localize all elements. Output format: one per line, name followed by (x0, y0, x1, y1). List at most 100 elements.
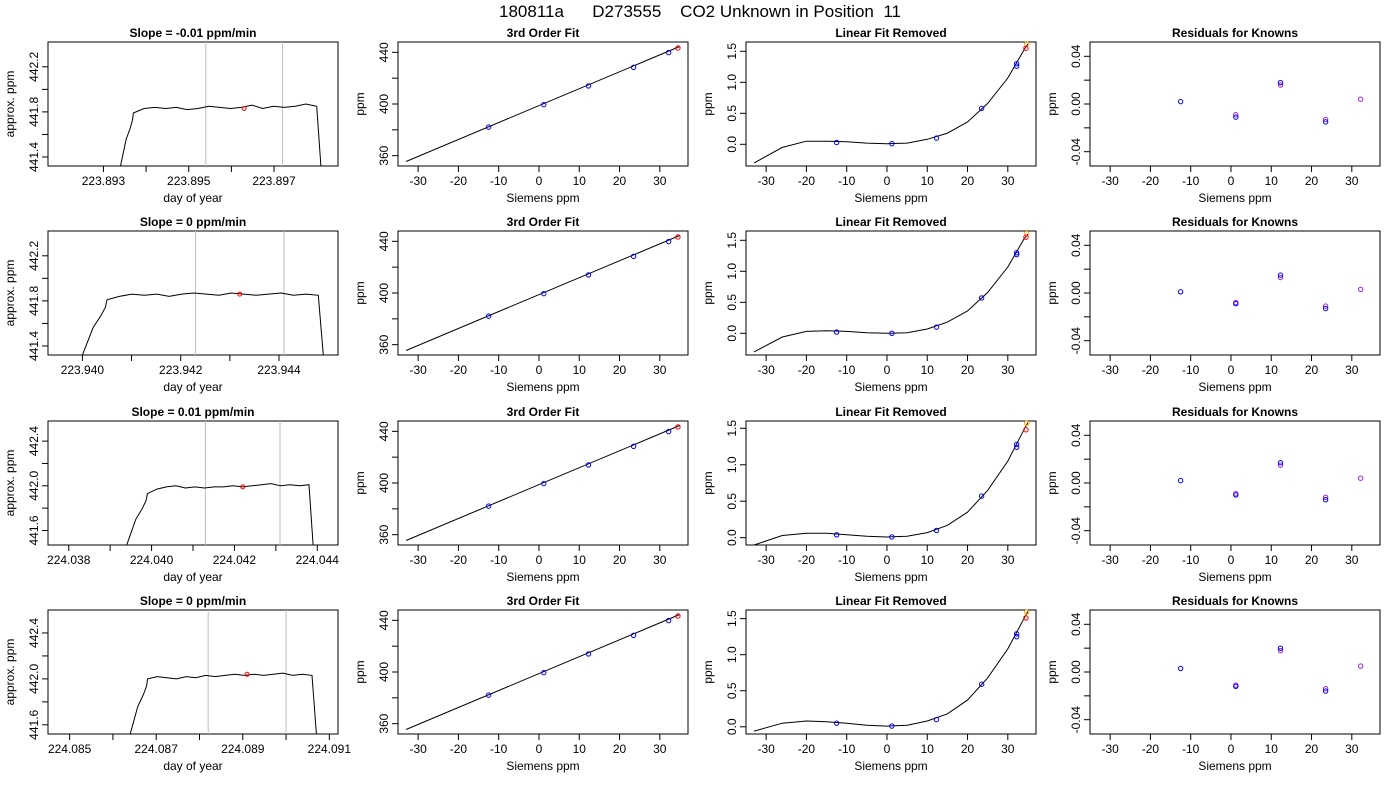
unknown-point (675, 234, 681, 240)
panel-title: Linear Fit Removed (835, 405, 946, 419)
residual-point (1233, 114, 1239, 120)
unknown-point (1023, 427, 1029, 433)
x-axis-label: Siemens ppm (1198, 759, 1271, 773)
known-point (541, 480, 547, 487)
known-point (630, 64, 637, 71)
unknown-point-orange (1024, 609, 1030, 615)
panel-title: Slope = 0 ppm/min (140, 215, 246, 229)
y-tick-label: 0.5 (725, 105, 739, 122)
plot-frame (1089, 609, 1381, 735)
x-tick-label: 0 (884, 363, 891, 377)
co2-trace (129, 672, 317, 734)
y-tick-label: 0.0 (725, 136, 739, 153)
unknown-point (675, 424, 681, 430)
mean-marker (237, 291, 243, 297)
figure-title: 180811a D273555 CO2 Unknown in Position … (499, 2, 901, 21)
residual-point (1357, 475, 1364, 481)
x-tick-label: 0 (884, 174, 891, 188)
residual-point (1322, 685, 1329, 692)
y-tick-label: 400 (377, 94, 391, 114)
panel-title: Linear Fit Removed (835, 26, 946, 40)
y-tick-label: 400 (377, 283, 391, 303)
x-tick-label: 30 (1345, 363, 1359, 377)
panel-title: Slope = 0.01 ppm/min (131, 405, 254, 419)
x-tick-label: 30 (653, 742, 667, 756)
x-tick-label: 224.038 (47, 553, 91, 567)
x-tick-label: 10 (1265, 742, 1279, 756)
x-tick-label: 10 (921, 742, 935, 756)
panel-title: Slope = 0 ppm/min (140, 594, 246, 608)
y-tick-label: 1.0 (725, 263, 739, 280)
known-point (978, 105, 985, 112)
x-tick-label: -20 (798, 553, 816, 567)
x-axis-label: day of year (163, 380, 222, 394)
x-axis-label: Siemens ppm (1198, 570, 1271, 584)
x-axis-label: Siemens ppm (506, 759, 579, 773)
y-tick-label: 1.5 (725, 420, 739, 437)
known-point (978, 493, 985, 499)
residual-point (1277, 82, 1284, 88)
y-axis-label: ppm (1045, 660, 1059, 683)
known-point (978, 295, 985, 301)
x-tick-label: 0 (1228, 553, 1235, 567)
fit-line (405, 424, 681, 541)
known-point (889, 140, 895, 147)
y-axis-label: ppm (701, 92, 715, 115)
panel-title: Residuals for Knowns (1172, 405, 1298, 419)
x-tick-label: -20 (798, 174, 816, 188)
y-tick-label: 0.04 (1069, 612, 1083, 636)
plot-frame (745, 420, 1037, 546)
x-tick-label: 20 (961, 742, 975, 756)
residual-point (1177, 665, 1184, 672)
x-tick-label: -30 (1101, 742, 1119, 756)
y-axis-label: ppm (1045, 471, 1059, 494)
residual-point (1322, 116, 1329, 123)
co2-trace (81, 292, 324, 355)
x-tick-label: -30 (757, 742, 775, 756)
known-point (833, 532, 840, 538)
residual-point (1233, 492, 1239, 498)
x-tick-label: 20 (961, 174, 975, 188)
panel-title: 3rd Order Fit (507, 594, 580, 608)
x-tick-label: -30 (1101, 363, 1119, 377)
x-tick-label: 0 (536, 363, 543, 377)
x-tick-label: 20 (1305, 363, 1319, 377)
known-point (665, 617, 672, 624)
x-tick-label: 30 (1345, 742, 1359, 756)
known-point (541, 101, 547, 108)
known-point (665, 49, 672, 56)
y-axis-label: approx. ppm (3, 639, 17, 706)
y-tick-label: 441.8 (27, 286, 41, 316)
x-tick-label: -30 (409, 742, 427, 756)
known-point (889, 330, 895, 336)
x-tick-label: 223.893 (82, 174, 126, 188)
residual-point (1322, 303, 1329, 309)
x-tick-label: 30 (653, 553, 667, 567)
y-tick-label: -0.04 (1069, 706, 1083, 734)
x-axis-label: Siemens ppm (506, 570, 579, 584)
known-point (933, 324, 940, 330)
known-point (1013, 250, 1020, 256)
known-point (833, 139, 840, 146)
x-tick-label: 224.042 (213, 553, 257, 567)
fit-line (405, 613, 681, 730)
residual-curve (753, 422, 1029, 545)
known-point (630, 632, 637, 639)
x-tick-label: 10 (573, 363, 587, 377)
x-tick-label: -10 (838, 553, 856, 567)
x-tick-label: 30 (653, 174, 667, 188)
x-tick-label: -20 (450, 742, 468, 756)
residual-curve (753, 611, 1029, 732)
x-tick-label: 10 (573, 174, 587, 188)
x-tick-label: -10 (490, 363, 508, 377)
residual-curve (753, 43, 1029, 164)
x-tick-label: 223.895 (167, 174, 211, 188)
residual-point (1277, 274, 1284, 281)
y-tick-label: 0.00 (1069, 660, 1083, 684)
known-point (630, 253, 637, 260)
residual-point (1322, 119, 1329, 125)
x-tick-label: -30 (1101, 174, 1119, 188)
x-tick-label: -30 (757, 553, 775, 567)
y-tick-label: 0.0 (725, 325, 739, 342)
x-tick-label: -30 (409, 363, 427, 377)
